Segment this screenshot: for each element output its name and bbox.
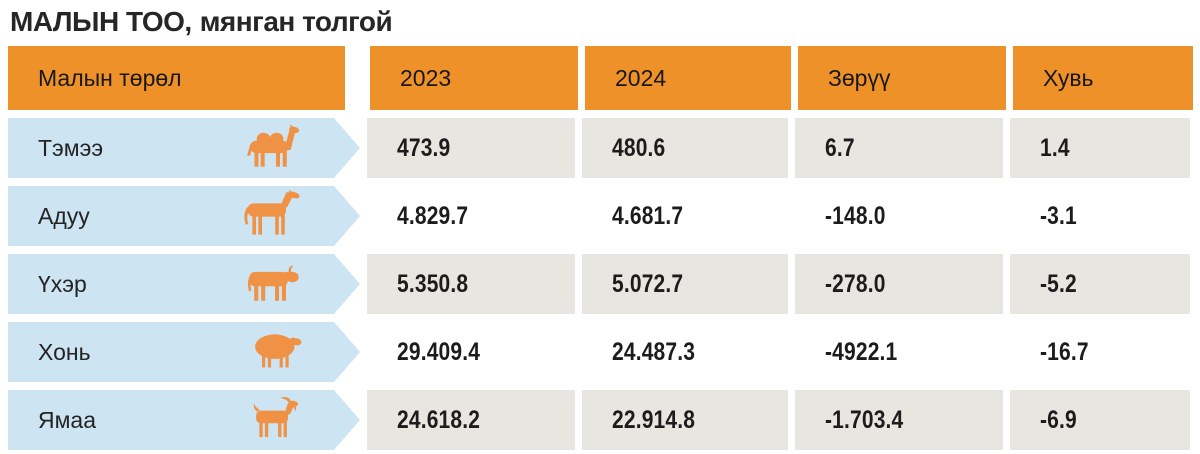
value-2024: 22.914.8 [582,390,788,450]
row-label: Хонь [38,338,91,365]
value-difference: -278.0 [795,254,1003,314]
row-label-arrow: Үхэр [8,254,360,314]
value-text: -6.9 [1040,405,1077,434]
value-2024: 5.072.7 [582,254,788,314]
value-difference: -148.0 [795,186,1003,246]
value-2023: 473.9 [367,118,575,178]
header-2024: 2024 [585,46,791,110]
livestock-table: Малын төрөл 2023 2024 Зөрүү Хувь Тэмээ [8,46,1200,450]
value-2023: 4.829.7 [367,186,575,246]
row-label-arrow: Ямаа [8,390,360,450]
page-title-subtitle: мянган толгой [199,6,393,37]
header-2023: 2023 [370,46,578,110]
value-2024: 480.6 [582,118,788,178]
value-percent: -6.9 [1010,390,1190,450]
value-text: 29.409.4 [397,337,481,366]
value-2023: 24.618.2 [367,390,575,450]
table-row-sheep: Хонь 29.409.4 [8,322,1200,382]
table-row-cattle: Үхэр [8,254,1200,314]
page-title-main: МАЛЫН ТОО, [10,6,192,37]
page-title: МАЛЫН ТОО, мянган толгой [10,7,1200,37]
value-text: 4.829.7 [397,201,469,230]
goat-icon [244,395,310,445]
value-text: -5.2 [1040,269,1077,298]
value-text: 4.681.7 [612,201,684,230]
horse-icon [238,189,310,243]
value-percent: 1.4 [1010,118,1190,178]
row-label: Тэмээ [38,134,104,161]
header-percent: Хувь [1013,46,1193,110]
value-text: 5.072.7 [612,269,684,298]
value-text: 6.7 [825,133,855,162]
value-2024: 4.681.7 [582,186,788,246]
value-difference: -1.703.4 [795,390,1003,450]
value-percent: -3.1 [1010,186,1190,246]
row-label-arrow: Тэмээ [8,118,360,178]
sheep-icon [246,328,310,376]
value-text: 24.618.2 [397,405,481,434]
value-text: 5.350.8 [397,269,469,298]
value-text: 22.914.8 [612,405,696,434]
row-label: Үхэр [38,270,87,297]
value-difference: -4922.1 [795,322,1003,382]
value-2023: 29.409.4 [367,322,575,382]
table-row-horse: Адуу [8,186,1200,246]
table-header-row: Малын төрөл 2023 2024 Зөрүү Хувь [8,46,1200,110]
table-row-camel: Тэмээ [8,118,1200,178]
value-text: 1.4 [1040,133,1070,162]
value-text: -3.1 [1040,201,1077,230]
value-text: -4922.1 [825,337,898,366]
value-2023: 5.350.8 [367,254,575,314]
value-text: -148.0 [825,201,886,230]
value-text: 473.9 [397,133,451,162]
value-difference: 6.7 [795,118,1003,178]
row-label: Адуу [38,202,90,229]
value-text: -16.7 [1040,337,1089,366]
row-label: Ямаа [38,406,97,433]
value-text: 24.487.3 [612,337,696,366]
value-text: -278.0 [825,269,886,298]
cow-icon [240,258,310,310]
value-percent: -16.7 [1010,322,1190,382]
header-difference: Зөрүү [798,46,1006,110]
value-text: -1.703.4 [825,405,904,434]
value-2024: 24.487.3 [582,322,788,382]
value-text: 480.6 [612,133,666,162]
row-label-arrow: Адуу [8,186,360,246]
table-row-goat: Ямаа [8,390,1200,450]
header-animal-type: Малын төрөл [8,46,345,110]
camel-icon [242,121,310,175]
row-label-arrow: Хонь [8,322,360,382]
value-percent: -5.2 [1010,254,1190,314]
